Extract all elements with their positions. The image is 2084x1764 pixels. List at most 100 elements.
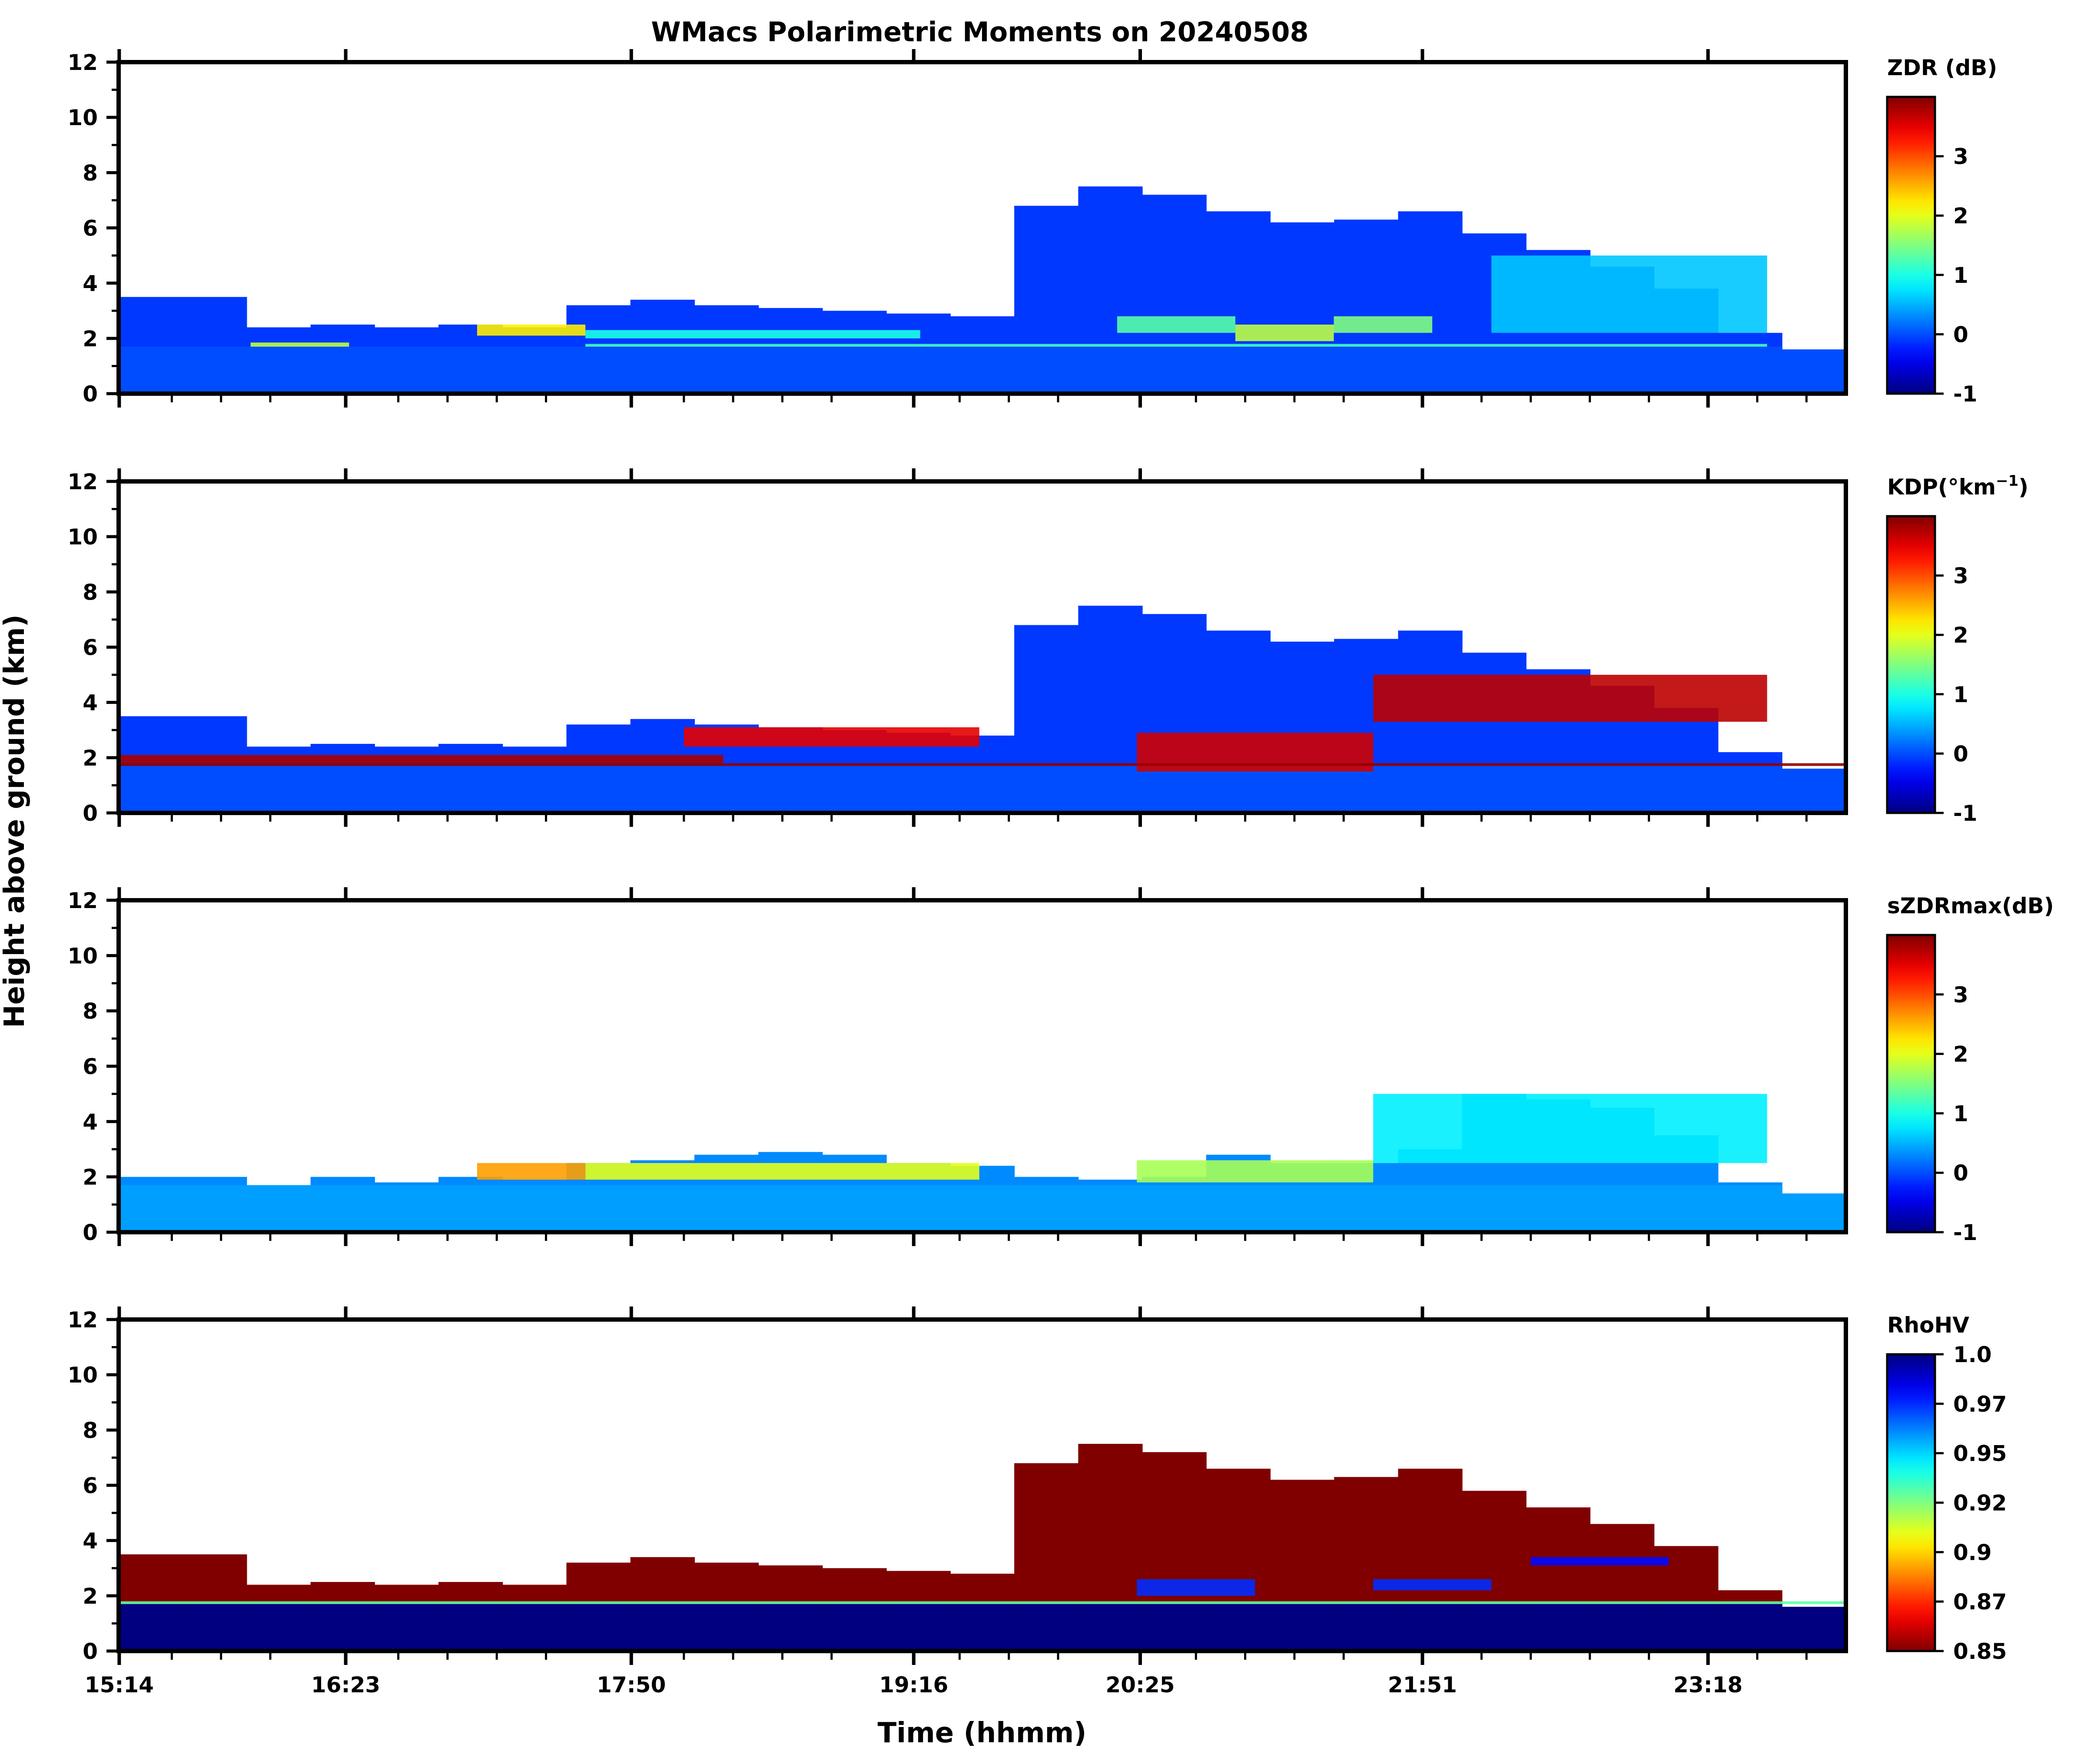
colorbar-title-text: RhoHV	[1887, 1313, 1969, 1338]
rain-layer	[183, 346, 247, 394]
plot-area-KDP	[119, 606, 1846, 813]
rain-layer	[1014, 1604, 1079, 1651]
rain-layer	[246, 766, 311, 813]
colorbar-title-ZDR: ZDR (dB)	[1887, 55, 1997, 80]
rain-layer	[1014, 346, 1079, 394]
y-tick-label: 2	[83, 746, 98, 771]
y-tick-label: 0	[83, 1639, 98, 1664]
colorbar-tick-label: -1	[1953, 381, 1978, 407]
rain-layer	[950, 346, 1015, 394]
rain-layer	[1334, 346, 1399, 394]
y-tick-label: 10	[67, 943, 98, 968]
plot-area-sZDRmax	[119, 1094, 1846, 1232]
rain-layer	[374, 1604, 439, 1651]
rain-layer	[1206, 1185, 1271, 1232]
rain-layer	[119, 766, 183, 813]
colorbar-tick-label: 0	[1953, 1161, 1968, 1186]
rain-layer	[502, 1185, 567, 1232]
rain-layer	[566, 346, 631, 394]
rain-layer	[1206, 346, 1271, 394]
rain-layer	[246, 1604, 311, 1651]
colorbar-ZDR	[1886, 96, 1936, 395]
rain-layer	[502, 1604, 567, 1651]
rain-layer	[758, 1185, 823, 1232]
rain-layer	[1398, 1185, 1463, 1232]
rain-layer	[1078, 766, 1143, 813]
y-tick-label: 6	[83, 1054, 98, 1079]
y-tick-label: 4	[83, 1109, 98, 1134]
rain-layer	[1078, 1185, 1143, 1232]
rain-layer	[1142, 766, 1207, 813]
plot-area-RhoHV	[119, 1444, 1846, 1651]
y-tick-label: 4	[83, 271, 98, 296]
y-tick-label: 2	[83, 326, 98, 351]
rain-layer	[374, 346, 439, 394]
rain-layer	[1654, 766, 1719, 813]
rain-layer	[1590, 1185, 1655, 1232]
rain-layer	[566, 766, 631, 813]
rain-layer	[1014, 1185, 1079, 1232]
rain-layer	[1590, 766, 1655, 813]
colorbar-RhoHV	[1886, 1353, 1936, 1652]
rain-layer	[1526, 1185, 1591, 1232]
rain-layer	[1142, 1604, 1207, 1651]
colorbar-title-text: KDP(°km	[1887, 474, 1996, 500]
rain-layer	[630, 1604, 695, 1651]
colorbar-tick-label: 1	[1953, 1101, 1968, 1126]
rain-layer	[886, 346, 951, 394]
colorbar-title-RhoHV: RhoHV	[1887, 1313, 1969, 1338]
echo-feature	[1235, 325, 1334, 342]
colorbar-title-sZDRmax: sZDRmax(dB)	[1887, 893, 2054, 918]
echo-feature	[1373, 675, 1767, 722]
colorbar-tick-label: 2	[1953, 623, 1968, 648]
y-tick-label: 0	[83, 1220, 98, 1245]
rain-layer	[502, 766, 567, 813]
rain-layer	[1398, 346, 1463, 394]
rain-layer	[119, 1185, 183, 1232]
x-tick-label: 19:16	[879, 1672, 948, 1698]
y-tick-label: 6	[83, 635, 98, 660]
colorbar-tick-label: 3	[1953, 144, 1968, 169]
y-tick-label: 12	[67, 469, 98, 494]
echo-feature	[250, 342, 349, 347]
echo-feature	[1373, 1579, 1492, 1591]
rain-layer	[1078, 1604, 1143, 1651]
rain-layer	[822, 1185, 887, 1232]
rain-layer	[758, 346, 823, 394]
y-tick-label: 0	[83, 381, 98, 407]
rain-layer	[374, 1185, 439, 1232]
colorbar-title-end: )	[2018, 474, 2028, 500]
echo-feature	[119, 755, 723, 763]
rain-layer	[1142, 1185, 1207, 1232]
rain-layer	[1462, 1185, 1526, 1232]
y-tick-label: 4	[83, 690, 98, 716]
colorbar-tick-label: 1	[1953, 263, 1968, 288]
rain-layer	[1718, 1604, 1782, 1651]
rain-layer	[310, 766, 375, 813]
rain-layer	[438, 1185, 503, 1232]
rain-layer	[1398, 766, 1463, 813]
echo-feature	[119, 763, 1846, 766]
rain-layer	[1782, 1193, 1846, 1232]
echo-feature	[1491, 255, 1767, 333]
rain-layer	[566, 1604, 631, 1651]
rain-layer	[822, 346, 887, 394]
rain-layer	[758, 1604, 823, 1651]
y-axis-label: Height above ground (km)	[0, 614, 31, 1028]
colorbar-tick-label: 0.87	[1953, 1589, 2007, 1615]
rain-layer	[183, 766, 247, 813]
rain-layer	[1398, 1604, 1463, 1651]
colorbar-title-text: sZDRmax(dB)	[1887, 893, 2054, 918]
y-tick-label: 10	[67, 105, 98, 130]
colorbar-tick-label: 0.95	[1953, 1441, 2007, 1466]
x-axis-label: Time (hhmm)	[878, 1717, 1087, 1749]
rain-layer	[246, 1185, 311, 1232]
rain-layer	[630, 346, 695, 394]
rain-layer	[438, 346, 503, 394]
rain-layer	[1654, 346, 1719, 394]
echo-feature	[1117, 316, 1235, 333]
rain-layer	[1590, 346, 1655, 394]
rain-layer	[950, 1185, 1015, 1232]
